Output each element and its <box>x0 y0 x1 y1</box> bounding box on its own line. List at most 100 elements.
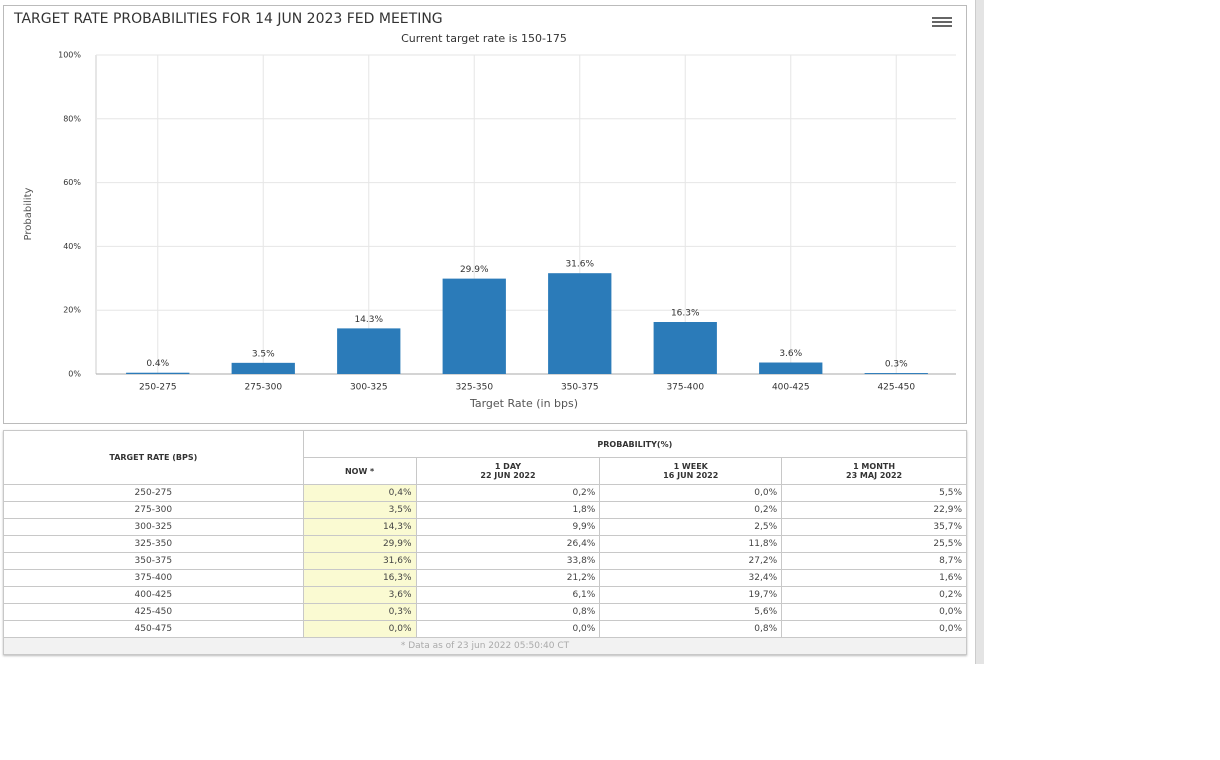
rate-cell: 425-450 <box>3 603 304 621</box>
y-tick-label: 80% <box>63 114 81 123</box>
table-row: 450-475 0,0% 0,0% 0,8% 0,0% <box>3 620 967 638</box>
probability-cell: 0,0% <box>302 620 417 638</box>
probability-cell: 0,2% <box>781 586 967 604</box>
probability-cell: 27,2% <box>599 552 783 570</box>
probability-cell: 21,2% <box>415 569 601 587</box>
data-label: 14.3% <box>354 315 383 325</box>
footnote-row: * Data as of 23 jun 2022 05:50:40 CT <box>3 637 967 655</box>
column-header: 1 WEEK 16 JUN 2022 <box>599 457 783 485</box>
y-tick-label: 0% <box>68 370 81 379</box>
probability-cell: 0,8% <box>415 603 601 621</box>
probability-cell: 0,8% <box>599 620 783 638</box>
y-axis-title: Probability <box>23 187 34 240</box>
menu-bar[interactable] <box>932 21 952 23</box>
probability-cell: 11,8% <box>599 535 783 553</box>
probability-cell: 0,0% <box>781 603 967 621</box>
data-label: 16.3% <box>671 309 700 319</box>
probability-cell: 0,0% <box>599 484 783 502</box>
probability-cell: 3,6% <box>302 586 417 604</box>
probability-cell: 32,4% <box>599 569 783 587</box>
y-tick-label: 60% <box>63 178 81 187</box>
menu-bar[interactable] <box>932 17 952 19</box>
table-row: 325-350 29,9% 26,4% 11,8% 25,5% <box>3 535 967 553</box>
bar <box>442 278 506 374</box>
x-tick-label: 250-275 <box>139 383 177 393</box>
rate-cell: 375-400 <box>3 569 304 587</box>
x-axis-title: Target Rate (in bps) <box>469 397 578 410</box>
data-label: 3.6% <box>779 349 802 359</box>
probability-cell: 33,8% <box>415 552 601 570</box>
probability-cell: 29,9% <box>302 535 417 553</box>
probability-cell: 1,6% <box>781 569 967 587</box>
bar <box>653 322 717 374</box>
rate-cell: 350-375 <box>3 552 304 570</box>
probability-cell: 16,3% <box>302 569 417 587</box>
column-header-line: 23 MAJ 2022 <box>846 471 903 480</box>
x-tick-label: 325-350 <box>455 383 493 393</box>
rate-cell: 300-325 <box>3 518 304 536</box>
rate-cell: 450-475 <box>3 620 304 638</box>
data-label: 0.3% <box>885 360 908 370</box>
probability-cell: 9,9% <box>415 518 601 536</box>
group-header: PROBABILITY(%) <box>302 430 968 458</box>
probability-cell: 8,7% <box>781 552 967 570</box>
x-tick-label: 425-450 <box>877 383 915 393</box>
rate-cell: 400-425 <box>3 586 304 604</box>
chart: TARGET RATE PROBABILITIES FOR 14 JUN 202… <box>3 5 967 424</box>
probability-cell: 0,2% <box>599 501 783 519</box>
probability-cell: 1,8% <box>415 501 601 519</box>
data-label: 3.5% <box>252 349 275 359</box>
chart-title: TARGET RATE PROBABILITIES FOR 14 JUN 202… <box>13 11 443 27</box>
column-header-line: 22 JUN 2022 <box>480 471 536 480</box>
rate-header: TARGET RATE (BPS) <box>3 430 304 485</box>
table-row: 350-375 31,6% 33,8% 27,2% 8,7% <box>3 552 967 570</box>
x-tick-label: 275-300 <box>244 383 282 393</box>
probability-cell: 31,6% <box>302 552 417 570</box>
bar <box>759 362 823 374</box>
table-row: 275-300 3,5% 1,8% 0,2% 22,9% <box>3 501 967 519</box>
rate-cell: 250-275 <box>3 484 304 502</box>
column-header-line: NOW * <box>344 466 375 476</box>
column-header: NOW * <box>302 457 417 485</box>
bar <box>864 373 928 375</box>
probability-cell: 0,2% <box>415 484 601 502</box>
column-header: 1 MONTH 23 MAJ 2022 <box>781 457 967 485</box>
probability-cell: 6,1% <box>415 586 601 604</box>
x-tick-label: 400-425 <box>772 383 810 393</box>
table-row: 250-275 0,4% 0,2% 0,0% 5,5% <box>3 484 967 502</box>
probability-cell: 0,0% <box>415 620 601 638</box>
probability-cell: 0,0% <box>781 620 967 638</box>
probability-cell: 2,5% <box>599 518 783 536</box>
bar <box>126 372 190 374</box>
probability-cell: 26,4% <box>415 535 601 553</box>
probability-cell: 22,9% <box>781 501 967 519</box>
bar <box>231 362 295 374</box>
bar <box>548 273 612 374</box>
column-header-line: 16 JUN 2022 <box>663 471 719 480</box>
y-tick-label: 20% <box>63 306 81 315</box>
x-tick-label: 375-400 <box>666 383 704 393</box>
x-tick-label: 350-375 <box>561 383 599 393</box>
data-label: 31.6% <box>565 260 594 270</box>
rate-cell: 325-350 <box>3 535 304 553</box>
x-tick-label: 300-325 <box>350 383 388 393</box>
probability-cell: 3,5% <box>302 501 417 519</box>
menu-bar[interactable] <box>932 25 952 27</box>
column-header-line: 1 WEEK <box>673 462 708 471</box>
column-header-line: 1 DAY <box>494 462 522 471</box>
table-row: 300-325 14,3% 9,9% 2,5% 35,7% <box>3 518 967 536</box>
table-row: 400-425 3,6% 6,1% 19,7% 0,2% <box>3 586 967 604</box>
probability-cell: 35,7% <box>781 518 967 536</box>
probability-table: TARGET RATE (BPS) PROBABILITY(%) NOW * 1 … <box>3 430 968 655</box>
probability-cell: 19,7% <box>599 586 783 604</box>
menu-button[interactable] <box>932 17 952 27</box>
bar <box>337 328 401 374</box>
probability-cell: 0,3% <box>302 603 417 621</box>
rate-cell: 275-300 <box>3 501 304 519</box>
chart-subtitle: Current target rate is 150-175 <box>401 32 567 45</box>
footnote: * Data as of 23 jun 2022 05:50:40 CT <box>3 637 967 655</box>
probability-cell: 5,6% <box>599 603 783 621</box>
probability-cell: 14,3% <box>302 518 417 536</box>
table-row: 375-400 16,3% 21,2% 32,4% 1,6% <box>3 569 967 587</box>
